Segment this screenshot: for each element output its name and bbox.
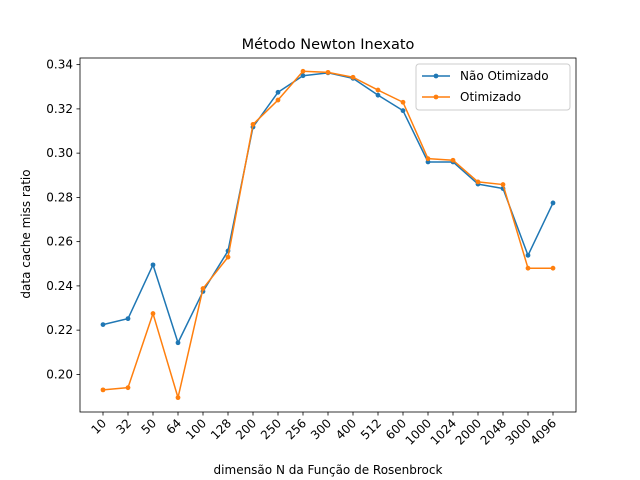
legend-label-0: Não Otimizado — [460, 69, 549, 83]
data-point — [175, 395, 181, 401]
data-point — [200, 286, 206, 291]
data-point — [475, 179, 481, 185]
data-point — [400, 99, 406, 105]
legend: Não Otimizado Otimizado — [415, 63, 571, 111]
data-point — [250, 121, 256, 127]
data-point — [450, 157, 456, 163]
data-point — [100, 387, 106, 393]
data-point — [325, 69, 331, 75]
data-point — [125, 385, 131, 391]
legend-box — [415, 63, 571, 111]
data-point — [525, 265, 531, 271]
data-point — [125, 316, 131, 322]
data-point — [550, 265, 556, 271]
x-axis-label: dimensão N da Função de Rosenbrock — [214, 463, 443, 477]
data-point — [150, 311, 156, 316]
y-tick-label: 0.22 — [46, 323, 73, 337]
data-point — [425, 159, 431, 165]
data-point — [300, 73, 306, 79]
y-tick-label: 0.32 — [46, 102, 73, 116]
data-point — [400, 108, 406, 114]
y-tick-label: 0.26 — [46, 235, 73, 249]
data-point — [300, 68, 306, 74]
data-point — [275, 89, 281, 95]
data-point — [550, 200, 556, 206]
legend-marker-1 — [433, 94, 439, 100]
data-point — [500, 182, 506, 187]
y-tick-label: 0.30 — [46, 146, 73, 160]
y-tick-label: 0.34 — [46, 58, 73, 72]
data-point — [150, 262, 156, 268]
data-point — [375, 87, 381, 93]
data-point — [425, 156, 431, 162]
data-point — [375, 92, 381, 98]
y-tick-label: 0.28 — [46, 190, 73, 204]
data-point — [225, 254, 231, 260]
y-tick-label: 0.24 — [46, 279, 73, 293]
data-point — [275, 97, 281, 103]
data-point — [175, 340, 181, 346]
legend-label-1: Otimizado — [460, 90, 521, 104]
y-tick-label: 0.20 — [46, 367, 73, 381]
y-axis-label: data cache miss ratio — [19, 169, 33, 298]
chart-title: Método Newton Inexato — [242, 37, 415, 53]
legend-marker-0 — [433, 73, 439, 79]
data-point — [350, 74, 356, 80]
data-point — [525, 252, 531, 258]
data-point — [100, 322, 106, 328]
